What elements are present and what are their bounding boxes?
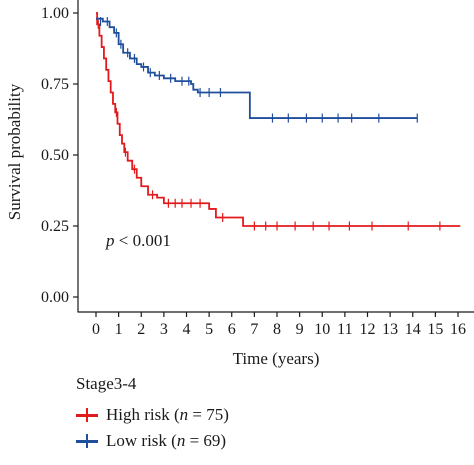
x-tick-label-10: 10 <box>314 321 330 338</box>
y-axis-title: Survival probability <box>5 83 24 220</box>
y-tick-label-0.75: 0.75 <box>41 76 69 93</box>
x-tick-label-11: 11 <box>337 321 352 338</box>
p-value-annotation: p < 0.001 <box>105 231 171 250</box>
legend-key-high-risk <box>76 408 98 422</box>
x-axis-title: Time (years) <box>233 349 320 368</box>
x-tick-label-1: 1 <box>115 321 123 338</box>
x-tick-label-4: 4 <box>183 321 191 338</box>
legend-key-low-risk <box>76 434 98 448</box>
x-tick-label-2: 2 <box>137 321 145 338</box>
x-tick-label-5: 5 <box>205 321 213 338</box>
x-tick-label-0: 0 <box>92 321 100 338</box>
x-tick-label-6: 6 <box>228 321 236 338</box>
x-tick-label-7: 7 <box>250 321 258 338</box>
x-tick-label-14: 14 <box>405 321 421 338</box>
x-tick-label-16: 16 <box>450 321 466 338</box>
legend-label-low-risk: Low risk (n = 69) <box>106 431 227 450</box>
y-tick-label-0.00: 0.00 <box>41 289 69 306</box>
legend-label-high-risk: High risk (n = 75) <box>106 405 229 424</box>
legend: Stage3-4 High risk (n = 75) Low risk (n … <box>76 374 229 454</box>
x-tick-label-3: 3 <box>160 321 168 338</box>
y-tick-label-1.00: 1.00 <box>41 5 69 22</box>
survival-chart: 0.000.250.500.751.000 1 2 3 4 5 6 7 8 9 10 11 12 13 14… <box>5 0 474 368</box>
legend-item-high-risk: High risk (n = 75) <box>76 402 229 428</box>
x-tick-label-15: 15 <box>427 321 443 338</box>
y-tick-label-0.50: 0.50 <box>41 147 69 164</box>
x-tick-label-8: 8 <box>273 321 281 338</box>
legend-title: Stage3-4 <box>76 374 137 393</box>
x-tick-label-9: 9 <box>296 321 304 338</box>
legend-item-low-risk: Low risk (n = 69) <box>76 428 229 454</box>
km-curve-low-risk <box>96 17 418 119</box>
km-curve-high-risk <box>96 12 461 227</box>
x-tick-label-12: 12 <box>360 321 376 338</box>
y-tick-label-0.25: 0.25 <box>41 218 69 235</box>
x-tick-label-13: 13 <box>382 321 398 338</box>
